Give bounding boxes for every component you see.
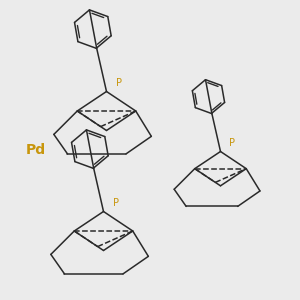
Text: P: P (229, 138, 235, 148)
Text: Pd: Pd (26, 143, 46, 157)
Text: P: P (113, 198, 119, 208)
Text: P: P (116, 78, 122, 88)
